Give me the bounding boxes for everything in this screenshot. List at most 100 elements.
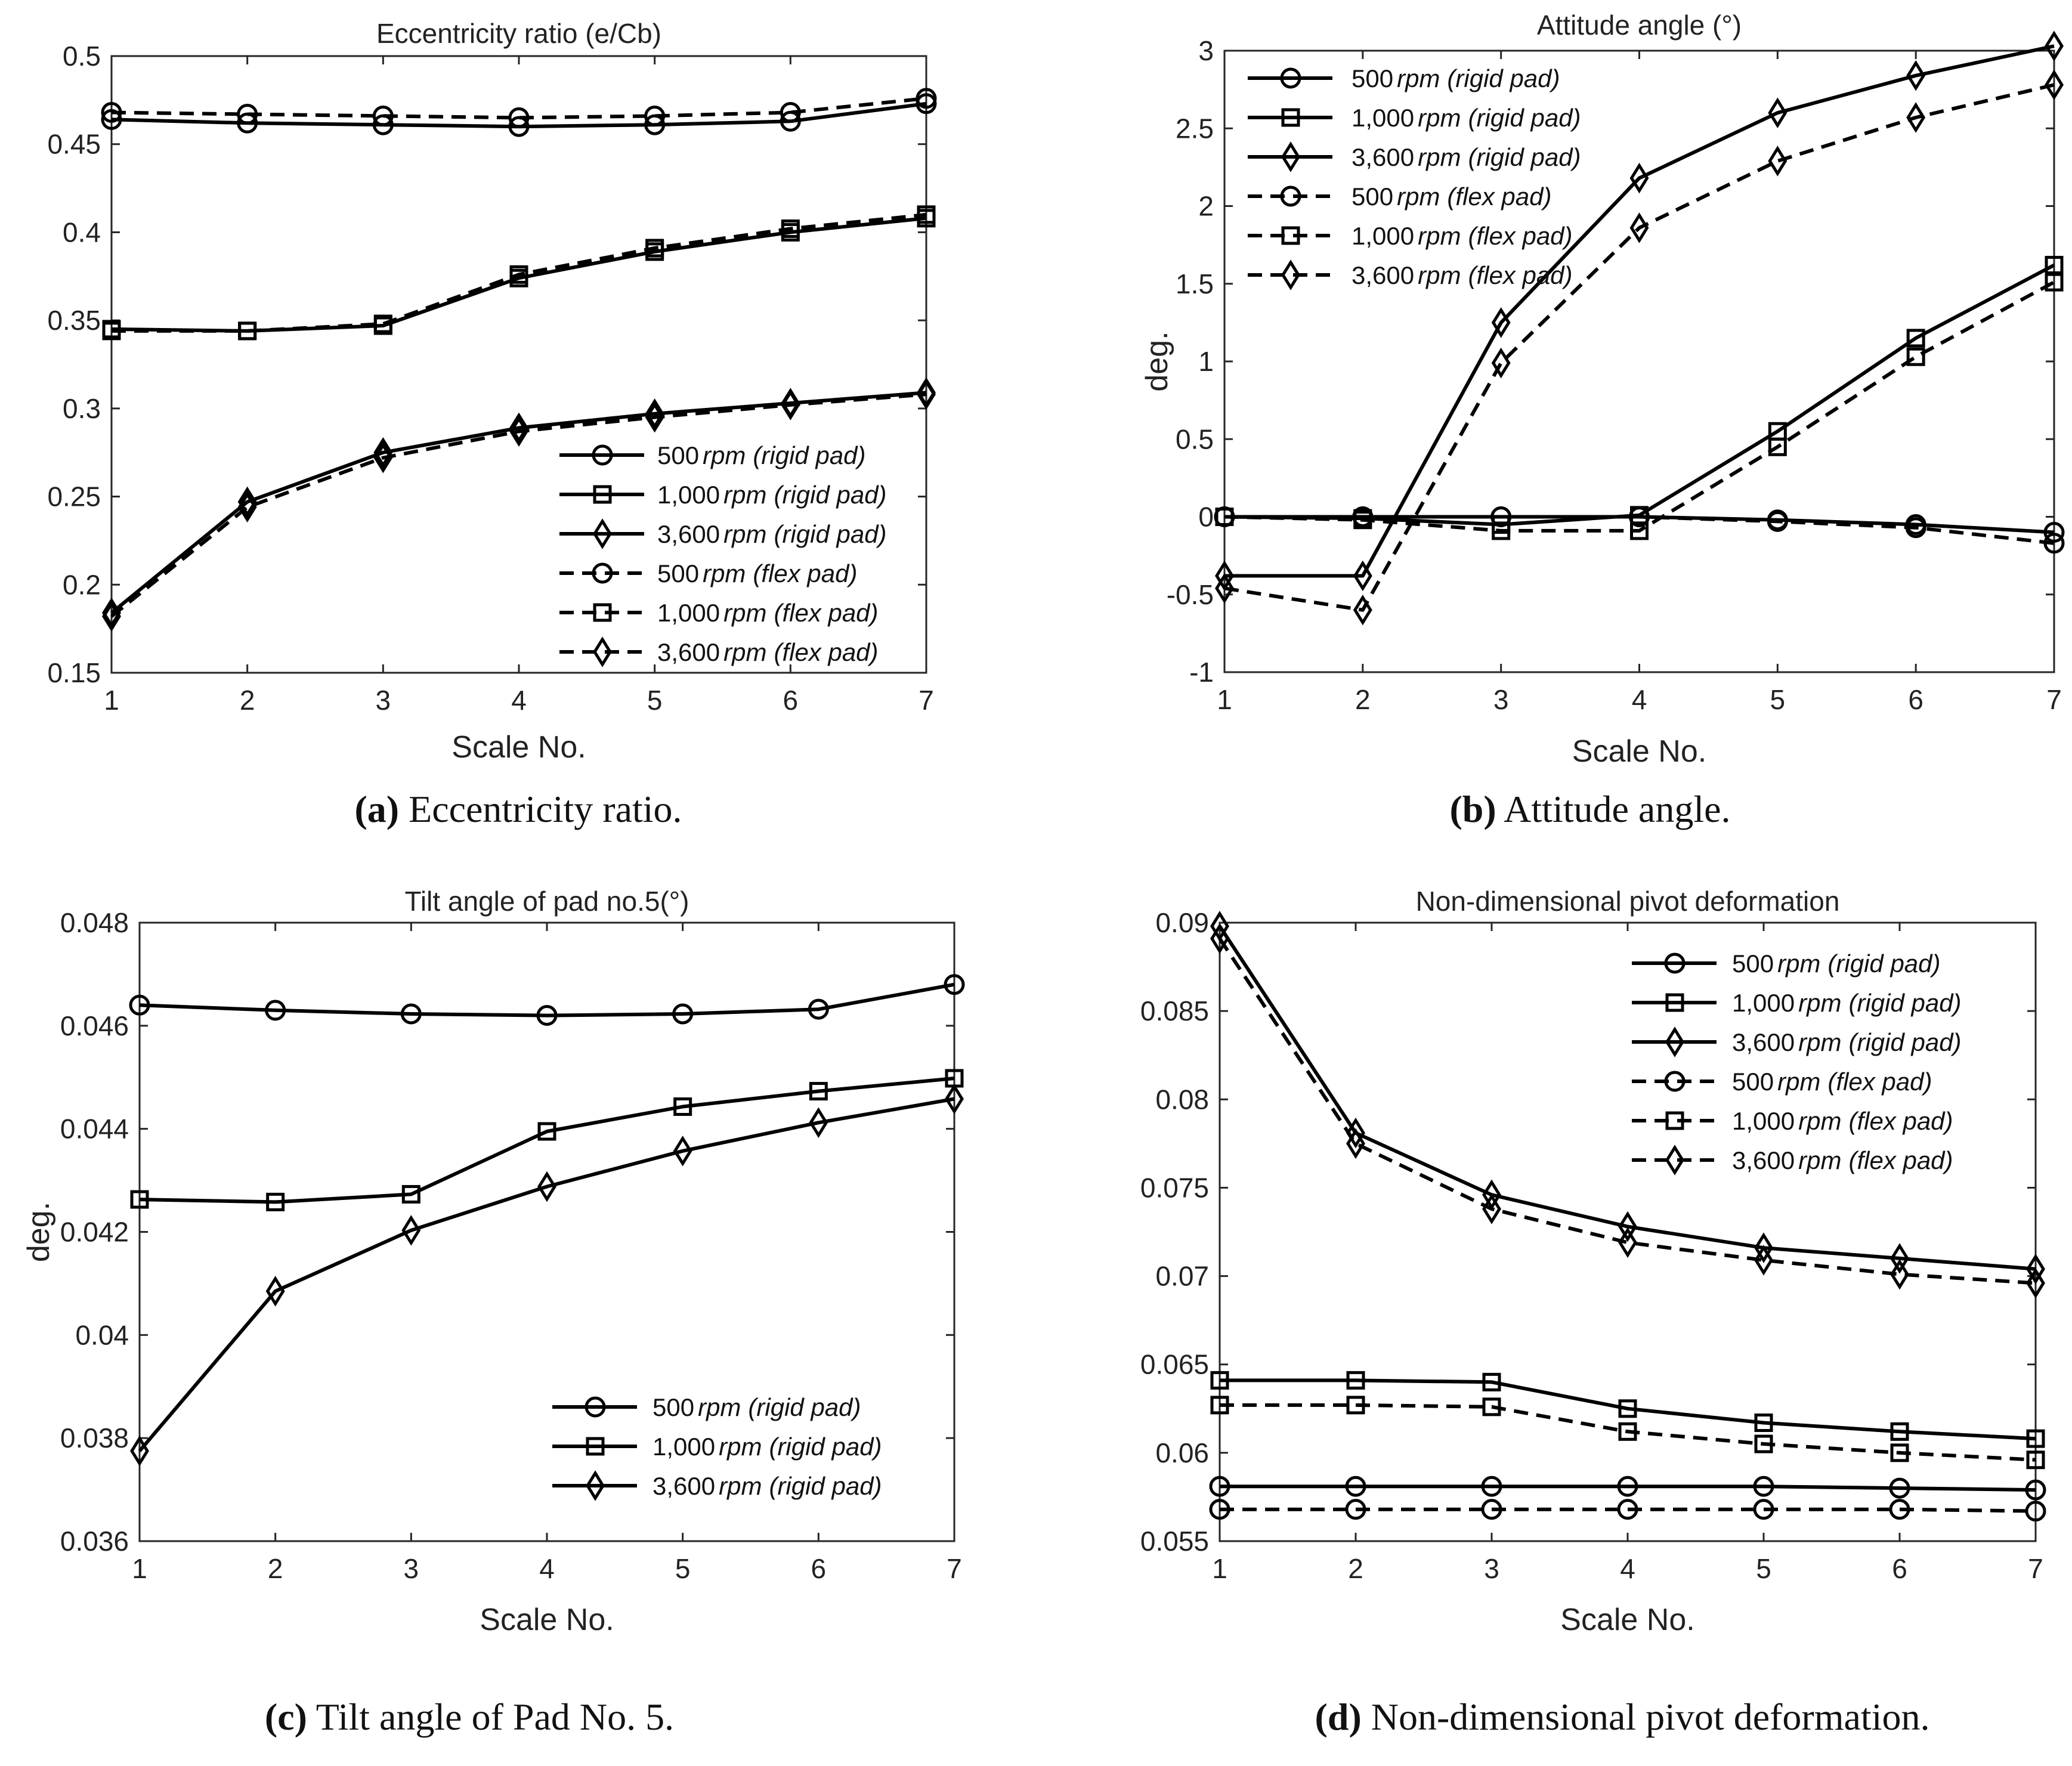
- data-point-marker: [1630, 506, 1649, 525]
- legend-marker: [1664, 1071, 1686, 1092]
- legend-entry-label: 3,600 rpm (flex pad): [1352, 261, 1573, 289]
- data-point-marker: [2026, 1429, 2045, 1448]
- data-point-marker: [537, 1171, 556, 1202]
- y-tick-label: 0.046: [60, 1010, 129, 1041]
- data-point-marker: [401, 1184, 420, 1204]
- series-line: [1218, 925, 2036, 1271]
- legend-marker: [1281, 259, 1300, 290]
- legend-marker: [1664, 952, 1686, 974]
- data-point-marker: [237, 491, 257, 523]
- data-point-marker: [781, 388, 800, 419]
- data-point-marker: [1345, 1499, 1366, 1520]
- y-tick-label: 0.4: [63, 217, 101, 248]
- data-point-marker: [1754, 1413, 1773, 1432]
- panel-eccentricity-ratio: Eccentricity ratio (e/Cb) 0.15 0.2 0.25 0.3 0…: [47, 18, 937, 830]
- data-point-marker: [401, 1215, 421, 1246]
- data-point-marker: [2043, 522, 2065, 543]
- y-tick-label: 0.07: [1155, 1261, 1209, 1292]
- y-tick-label: 0.042: [60, 1217, 129, 1248]
- data-point-marker: [809, 1082, 828, 1101]
- data-point-marker: [945, 1083, 964, 1115]
- data-point-marker: [101, 102, 122, 123]
- series-line: [1220, 1484, 2036, 1492]
- y-tick-label: 0.085: [1140, 995, 1209, 1026]
- data-point-marker: [2045, 30, 2064, 61]
- legend-entry-label: 1,000 rpm (flex pad): [1732, 1107, 1953, 1135]
- legend-entry-label: 1,000 rpm (rigid pad): [1732, 989, 1962, 1017]
- y-tick-label: 2: [1198, 191, 1214, 222]
- data-point-marker: [917, 377, 936, 409]
- legend-marker: [592, 444, 613, 466]
- data-point-marker: [944, 974, 965, 995]
- data-point-marker: [102, 597, 121, 629]
- y-tick-label: 0.5: [1176, 423, 1214, 454]
- y-tick-label: 0.25: [47, 481, 101, 512]
- legend-marker: [1280, 185, 1301, 207]
- data-point-marker: [1767, 509, 1788, 531]
- data-point-marker: [1209, 1476, 1230, 1497]
- data-point-marker: [1889, 1477, 1910, 1499]
- data-point-marker: [781, 222, 800, 242]
- y-tick-label: 0.15: [47, 657, 101, 688]
- data-point-marker: [536, 1005, 558, 1026]
- data-point-marker: [1482, 1397, 1501, 1416]
- series-500-rpm-rigid-pad: [101, 93, 937, 137]
- x-tick-label: 5: [675, 1553, 691, 1584]
- data-point-marker: [644, 114, 666, 135]
- x-tick-label: 3: [376, 685, 391, 716]
- series-1-000-rpm-rigid-pad: [1210, 1371, 2045, 1448]
- data-point-marker: [916, 93, 937, 115]
- series-line: [110, 391, 927, 614]
- series-3-600-rpm-flex-pad: [1215, 69, 2064, 626]
- data-point-marker: [1346, 1117, 1365, 1149]
- chart-title: Tilt angle of pad no.5(°): [405, 886, 689, 917]
- y-tick-label: 0.35: [47, 305, 101, 336]
- legend-marker: [1665, 1026, 1684, 1057]
- data-point-marker: [1753, 1499, 1774, 1520]
- legend-entry-label: 1,000 rpm (rigid pad): [1352, 104, 1581, 132]
- y-tick-label: 2.5: [1176, 113, 1214, 144]
- series-1-000-rpm-rigid-pad: [102, 209, 936, 341]
- x-axis-label: Scale No.: [451, 730, 586, 765]
- y-tick-label: 0.055: [1140, 1526, 1209, 1557]
- legend-entry-label: 3,600 rpm (rigid pad): [1352, 143, 1581, 171]
- x-axis-label: Scale No.: [1572, 734, 1706, 769]
- data-point-marker: [1618, 1399, 1637, 1418]
- y-tick-label: 0.044: [60, 1114, 129, 1145]
- data-point-marker: [1617, 1476, 1638, 1497]
- data-point-marker: [372, 114, 394, 135]
- data-point-marker: [1768, 422, 1787, 441]
- x-tick-label: 3: [404, 1553, 419, 1584]
- legend-marker: [593, 518, 612, 549]
- legend-entry-label: 1,000 rpm (rigid pad): [652, 1433, 882, 1461]
- data-point-marker: [808, 998, 829, 1020]
- chart-title: Attitude angle (°): [1537, 10, 1742, 41]
- legend-entry-label: 3,600 rpm (rigid pad): [657, 520, 887, 548]
- y-tick-label: -0.5: [1167, 579, 1214, 610]
- series-500-rpm-rigid-pad: [1209, 1476, 2046, 1501]
- data-point-marker: [2026, 1450, 2045, 1470]
- series-line: [111, 101, 927, 129]
- data-point-marker: [102, 601, 121, 632]
- data-point-marker: [237, 112, 258, 134]
- panel-tilt-angle-pad-5: Tilt angle of pad no.5(°) 0.036 0.038 0.04 0…: [21, 886, 965, 1738]
- series-line: [1224, 263, 2055, 527]
- data-point-marker: [130, 1190, 149, 1209]
- panel-pivot-deformation: Non-dimensional pivot deformation 0.055 0.…: [1140, 886, 2046, 1738]
- data-point-marker: [1210, 1396, 1229, 1415]
- legend-marker: [1665, 1111, 1684, 1130]
- series-line: [111, 216, 927, 333]
- x-axis-label: Scale No.: [1560, 1603, 1694, 1637]
- x-tick-label: 7: [2028, 1553, 2043, 1584]
- x-tick-label: 1: [1217, 684, 1232, 715]
- x-axis-label: Scale No.: [480, 1603, 614, 1637]
- y-tick-label: 0.036: [60, 1526, 129, 1557]
- x-tick-label: 7: [947, 1553, 962, 1584]
- data-point-marker: [1215, 573, 1234, 604]
- y-tick-label: 0.5: [63, 41, 101, 72]
- data-point-marker: [1215, 560, 1234, 592]
- data-point-marker: [1906, 329, 1925, 348]
- data-point-marker: [373, 316, 392, 335]
- series-1-000-rpm-flex-pad: [1210, 1396, 2045, 1470]
- data-point-marker: [1210, 911, 1229, 942]
